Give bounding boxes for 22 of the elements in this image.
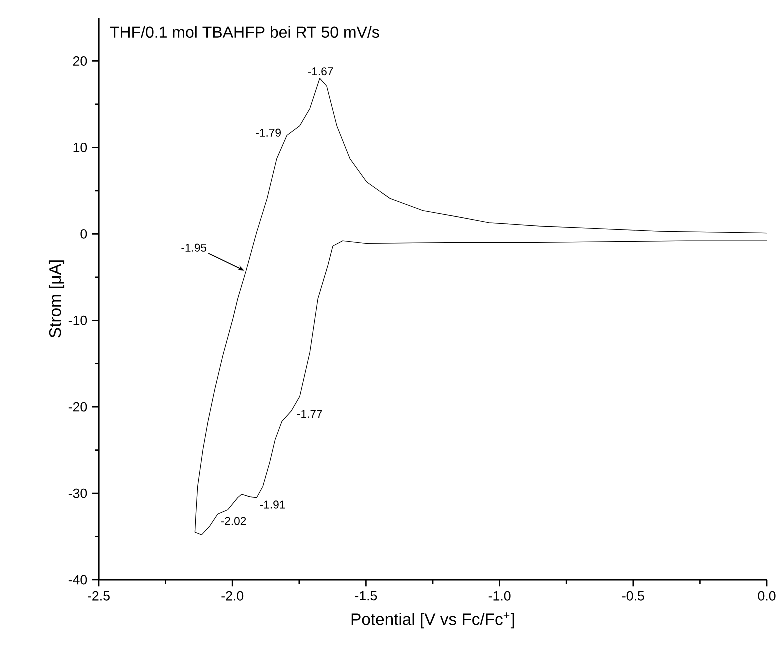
- y-tick-label: 20: [73, 56, 88, 66]
- x-tick-label: -2.0: [222, 591, 244, 601]
- x-tick-label: -1.5: [355, 591, 378, 601]
- y-tick-label: -10: [68, 316, 88, 326]
- annotation: -1.95: [182, 244, 207, 252]
- chart-title: THF/0.1 mol TBAHFP bei RT 50 mV/s: [110, 26, 380, 38]
- x-axis-title: Potential [V vs Fc/Fc$^{+}$]: [352, 612, 514, 629]
- x-tick-label: -0.5: [622, 591, 644, 601]
- x-tick-label: 0.0: [758, 591, 776, 601]
- y-tick-label: -20: [68, 402, 88, 412]
- annotation: -1.77: [297, 410, 322, 418]
- y-tick-label: 10: [74, 142, 88, 152]
- x-tick-label: -2.5: [88, 591, 110, 601]
- annotation: -1.91: [260, 500, 286, 509]
- y-axis-title: Strom [μA]: [48, 260, 65, 338]
- x-tick-label: -1.0: [488, 591, 511, 601]
- y-tick-label: 0: [80, 229, 88, 239]
- y-tick-label: -40: [68, 575, 88, 585]
- annotation: -2.02: [221, 517, 246, 526]
- y-tick-label: -30: [68, 488, 88, 498]
- annotation: -1.67: [308, 68, 334, 76]
- annotation: -1.79: [256, 128, 281, 137]
